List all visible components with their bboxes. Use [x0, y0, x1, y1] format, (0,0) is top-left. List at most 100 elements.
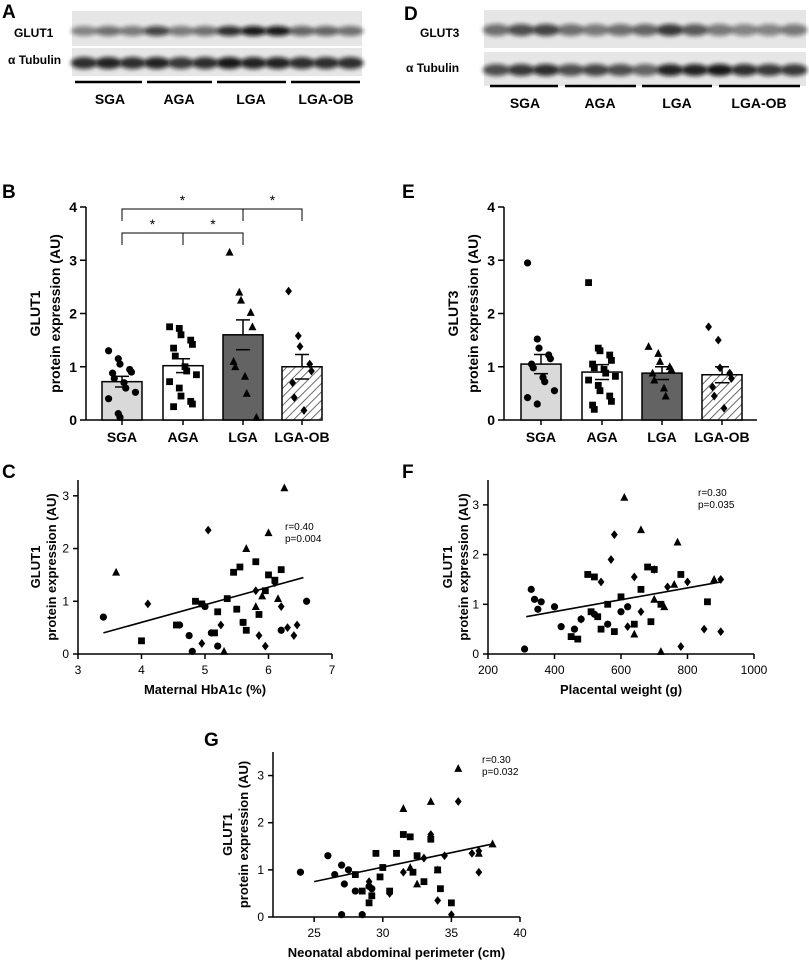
blot-band	[606, 64, 635, 76]
data-point	[166, 323, 173, 331]
stat-r: r=0.30	[482, 755, 511, 766]
point-lga-ob	[630, 572, 638, 582]
y-axis-title-line1: GLUT1	[28, 546, 43, 589]
point-aga	[233, 605, 241, 613]
blot-band	[143, 57, 171, 69]
point-aga	[413, 852, 421, 860]
point-lga	[630, 629, 639, 638]
data-point	[590, 364, 598, 372]
x-tick-label: LGA-OB	[274, 429, 329, 445]
data-point	[608, 397, 615, 405]
western-blot-d: GLUT3 α Tubulin SGA AGA LGA LGA-OB	[406, 10, 808, 111]
data-point	[248, 322, 257, 331]
blot-band	[557, 64, 585, 76]
point-lga-ob	[624, 622, 632, 632]
data-point	[170, 344, 177, 352]
data-point	[667, 365, 676, 373]
point-aga	[173, 621, 180, 629]
blot-a-group-lga: LGA	[236, 91, 266, 107]
data-point	[546, 355, 555, 363]
point-sga	[530, 595, 539, 603]
western-blot-a: GLUT1 α Tubulin SGA AGA LGA LGA-OB	[8, 11, 364, 107]
y-tick-label: 1	[257, 863, 264, 877]
blot-band	[755, 24, 783, 36]
y-tick-label: 1	[69, 359, 77, 375]
point-aga	[591, 573, 598, 581]
data-point	[716, 363, 724, 373]
point-aga	[376, 873, 384, 881]
point-aga	[214, 608, 222, 616]
data-point	[294, 331, 302, 341]
blot-band	[581, 64, 610, 76]
point-lga-ob	[204, 525, 212, 535]
y-tick-label: 1	[487, 359, 495, 375]
blot-band	[755, 64, 783, 76]
point-lga	[264, 528, 273, 537]
x-tick-label: 35	[445, 926, 459, 940]
data-point	[127, 368, 136, 376]
significance-star: *	[150, 216, 156, 232]
data-point	[608, 356, 615, 364]
blot-band	[240, 26, 267, 36]
point-aga	[617, 593, 625, 601]
point-lga-ob	[427, 830, 435, 839]
point-aga	[255, 611, 263, 618]
point-sga	[520, 645, 529, 653]
blot-band	[288, 57, 316, 69]
blot-a-group-lgaob: LGA-OB	[298, 91, 353, 107]
data-point	[533, 400, 541, 408]
panel-label-f: F	[402, 462, 414, 483]
point-lga	[454, 764, 463, 772]
y-tick-label: 3	[69, 252, 77, 268]
blot-band	[70, 26, 98, 36]
y-tick-label: 2	[257, 816, 264, 830]
blot-band	[730, 64, 759, 76]
point-lga-ob	[597, 577, 605, 587]
point-aga	[138, 637, 145, 645]
blot-band	[191, 26, 219, 36]
y-axis-title-line1: GLUT1	[220, 813, 235, 856]
data-point	[644, 342, 653, 350]
point-lga-ob	[454, 797, 462, 806]
point-lga-ob	[637, 607, 645, 617]
bar-lga	[641, 372, 683, 421]
blot-band	[94, 26, 122, 36]
blot-a-protein-strip	[72, 11, 362, 46]
point-aga	[399, 831, 407, 838]
panel-label-g: G	[204, 730, 219, 751]
point-aga	[704, 598, 711, 606]
point-lga	[673, 537, 682, 546]
point-aga	[610, 628, 618, 636]
point-lga	[274, 594, 283, 603]
panel-label-b: B	[2, 182, 16, 203]
data-point	[585, 279, 592, 287]
point-sga	[351, 887, 359, 895]
point-sga	[358, 911, 366, 919]
data-point	[296, 342, 304, 351]
data-point	[131, 388, 140, 396]
stat-p: p=0.035	[698, 500, 735, 511]
data-point	[237, 295, 245, 304]
point-lga	[242, 544, 251, 552]
data-point	[300, 406, 308, 415]
point-lga	[670, 580, 679, 588]
point-sga	[214, 642, 222, 650]
blot-band	[780, 64, 808, 76]
y-tick-label: 0	[257, 910, 264, 924]
point-sga	[338, 911, 346, 919]
data-point	[612, 372, 619, 380]
x-tick-label: 400	[544, 663, 564, 677]
data-point	[290, 393, 298, 403]
data-point	[252, 412, 261, 421]
panel-label-e: E	[402, 182, 415, 203]
data-point	[654, 349, 663, 357]
x-axis-title: Placental weight (g)	[560, 682, 682, 697]
point-aga	[420, 878, 428, 886]
point-lga-ob	[441, 851, 448, 861]
significance-bracket	[121, 208, 244, 221]
data-point	[242, 388, 251, 397]
data-point	[187, 336, 195, 344]
data-point	[122, 384, 130, 392]
point-aga	[630, 620, 638, 628]
point-sga	[534, 605, 542, 613]
